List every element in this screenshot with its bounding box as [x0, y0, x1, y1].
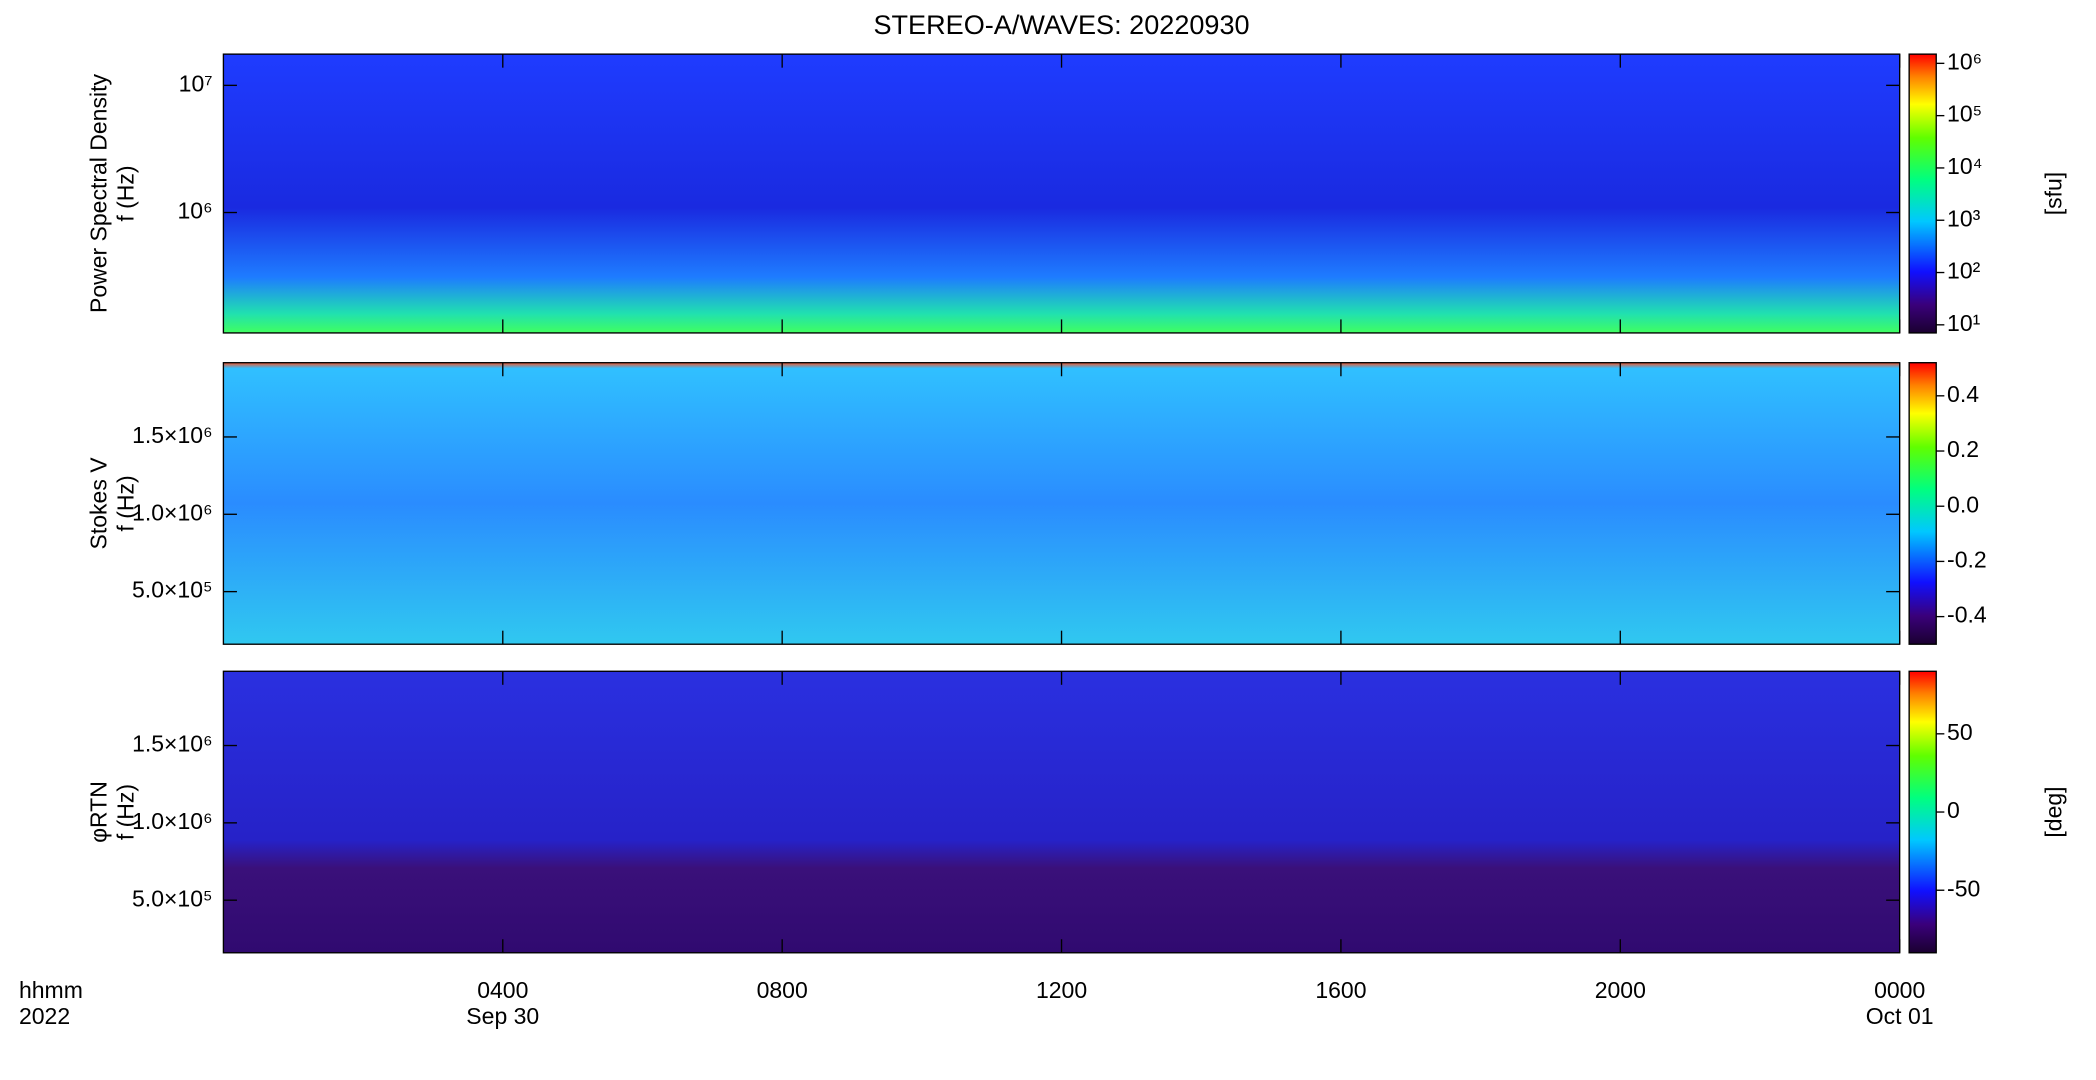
- colorbar-tick-label: 0: [1947, 797, 1960, 823]
- colorbar-tick-label: 10²: [1947, 258, 1981, 284]
- x-date-label: Oct 01: [1866, 1003, 1934, 1029]
- colorbar-tick-label: 50: [1947, 719, 1973, 745]
- colorbar-tick-label: 0.4: [1947, 381, 1979, 407]
- spectrogram: [223, 671, 1900, 953]
- x-axis-label: 2022: [19, 1003, 70, 1029]
- y-tick-label: 1.5×10⁶: [132, 731, 212, 757]
- spectrogram: [223, 362, 1900, 645]
- colorbar-tick-label: 10⁶: [1947, 48, 1982, 74]
- colorbar: [1908, 53, 1937, 334]
- y-tick-label: 1.0×10⁶: [132, 808, 212, 834]
- colorbar: [1908, 670, 1937, 954]
- x-tick-label: 0800: [757, 977, 808, 1003]
- y-axis-label: Power Spectral Density: [85, 74, 111, 313]
- colorbar-tick-label: 10¹: [1947, 310, 1981, 336]
- x-tick-label: 1600: [1315, 977, 1366, 1003]
- colorbar: [1908, 362, 1937, 645]
- chart-title: STEREO-A/WAVES: 20220930: [873, 9, 1249, 40]
- x-date-label: Sep 30: [466, 1003, 539, 1029]
- y-tick-label: 10⁷: [179, 70, 213, 96]
- y-tick-label: 10⁶: [178, 198, 213, 224]
- spectrogram: [223, 54, 1900, 333]
- y-tick-label: 5.0×10⁵: [132, 885, 213, 911]
- colorbar-tick-label: 0.2: [1947, 436, 1979, 462]
- y-tick-label: 5.0×10⁵: [132, 577, 213, 603]
- colorbar-tick-label: -0.4: [1947, 602, 1987, 628]
- y-tick-label: 1.5×10⁶: [132, 422, 212, 448]
- colorbar-label: [deg]: [2040, 786, 2066, 837]
- colorbar-tick-label: 10³: [1947, 205, 1981, 231]
- y-tick-label: 1.0×10⁶: [132, 499, 212, 525]
- x-tick-label: 1200: [1036, 977, 1087, 1003]
- x-tick-label: 2000: [1595, 977, 1646, 1003]
- colorbar-tick-label: 10⁵: [1947, 101, 1982, 127]
- x-tick-label: 0400: [477, 977, 528, 1003]
- colorbar-tick-label: -50: [1947, 875, 1980, 901]
- colorbar-label: [sfu]: [2040, 172, 2066, 215]
- x-axis-label: hhmm: [19, 977, 83, 1003]
- colorbar-tick-label: -0.2: [1947, 546, 1987, 572]
- y-axis-label: f (Hz): [112, 475, 138, 531]
- y-axis-label: f (Hz): [112, 784, 138, 840]
- colorbar-tick-label: 10⁴: [1947, 153, 1982, 179]
- colorbar-tick-label: 0.0: [1947, 491, 1979, 517]
- y-axis-label: Stokes V: [85, 457, 111, 550]
- y-axis-label: f (Hz): [112, 165, 138, 221]
- x-tick-label: 0000: [1874, 977, 1925, 1003]
- y-axis-label: φRTN: [85, 781, 111, 843]
